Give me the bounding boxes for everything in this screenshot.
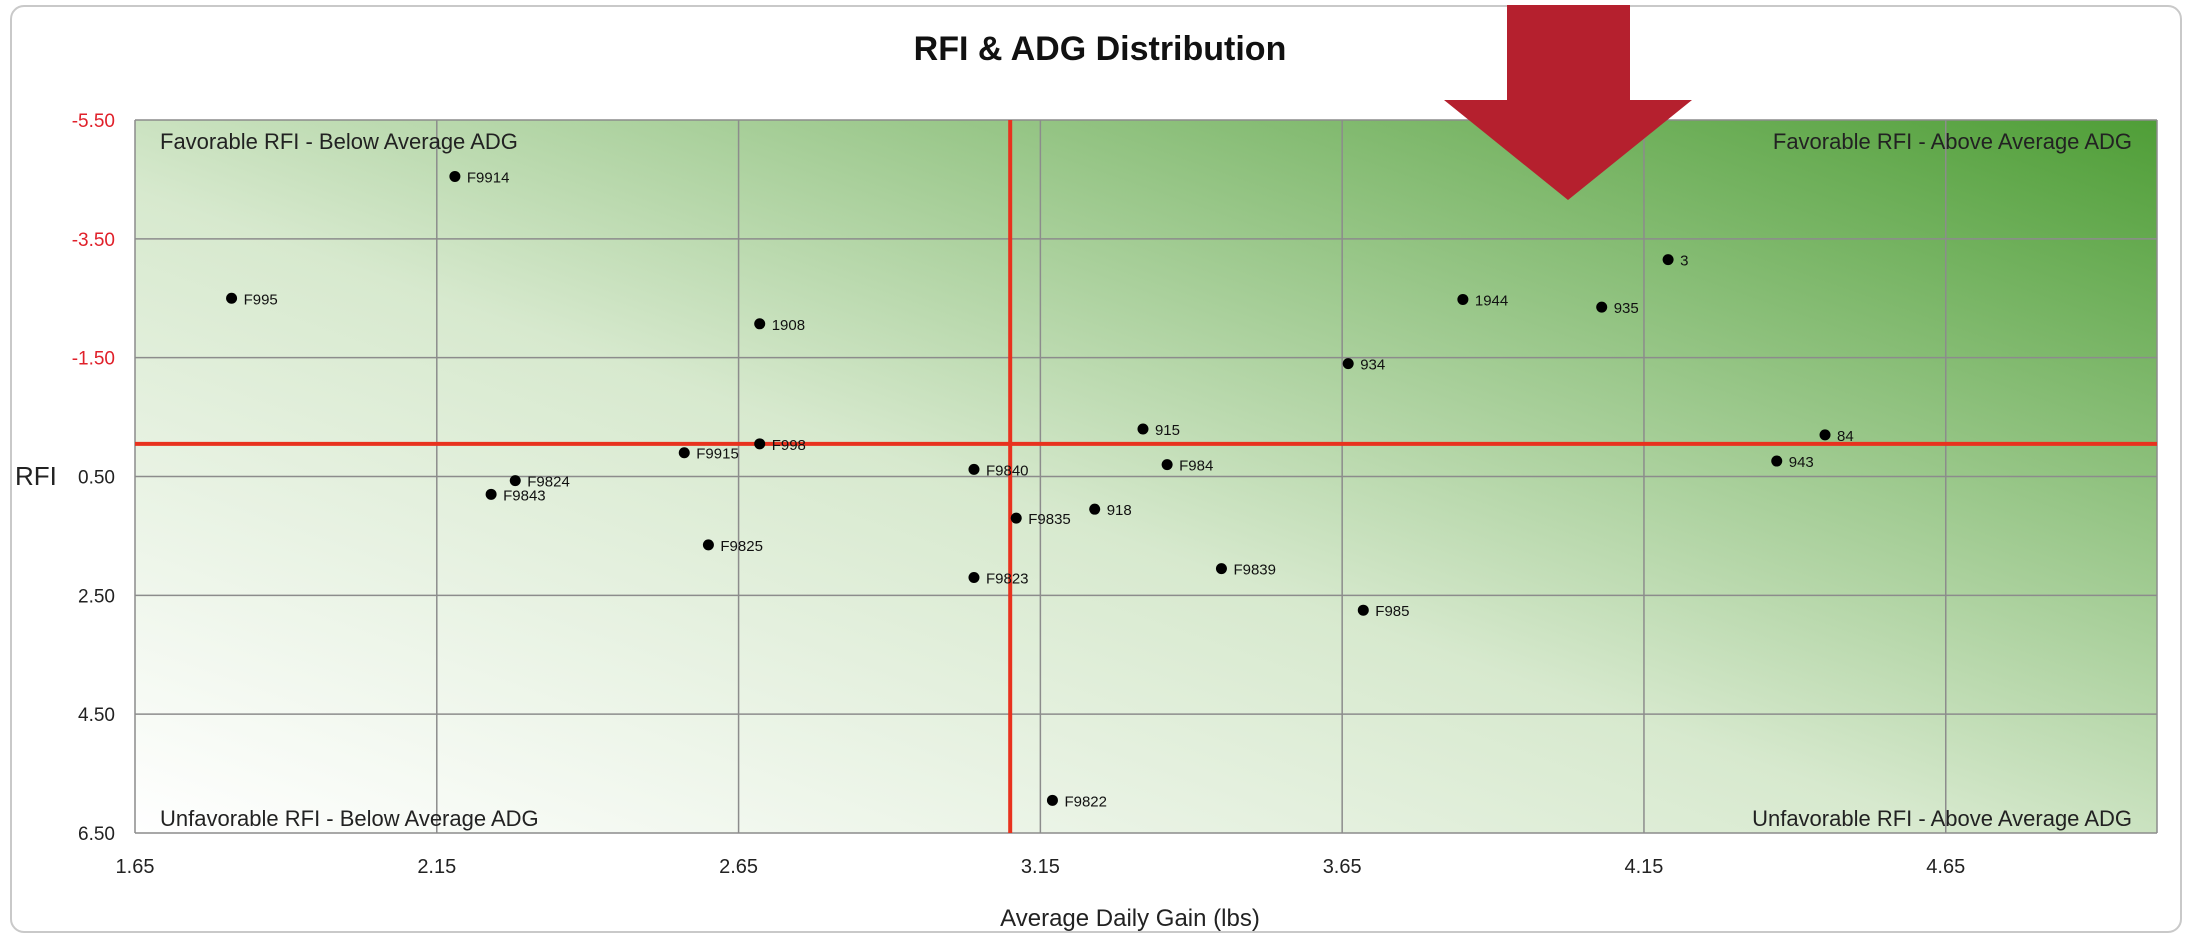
data-point [1357,604,1369,616]
data-point [1046,794,1058,806]
data-point [1819,429,1831,441]
data-point [509,475,521,487]
y-tick-label: -1.50 [72,349,115,370]
quadrant-label-bottom-left: Unfavorable RFI - Below Average ADG [160,806,539,831]
data-point [1662,254,1674,266]
x-tick-label: 2.65 [719,856,758,878]
y-tick-label: -5.50 [72,111,115,132]
chart-title: RFI & ADG Distribution [914,30,1287,68]
data-points: F9914 F995 1908 3 1944 935 934 915 84 943 F9915 F99… [226,169,1854,810]
data-point-label: F9824 [527,474,570,491]
data-point [226,292,238,304]
y-tick-label: 2.50 [78,586,115,607]
data-point [754,318,766,330]
tick-labels: 1.65 2.15 2.65 3.15 3.65 4.15 4.65 -5.50 -3.50 -1… [72,111,1966,878]
data-point [754,438,766,450]
data-point-label: F984 [1179,458,1213,475]
data-point [449,170,461,182]
data-point-label: 915 [1155,422,1180,439]
data-point-label: 935 [1614,300,1639,317]
data-point-label: 3 [1680,253,1688,270]
data-point-label: F9843 [503,487,546,504]
data-point [702,539,714,551]
data-point [1342,358,1354,370]
data-point [1161,459,1173,471]
data-point-label: F995 [244,291,278,308]
data-point-label: 1908 [772,317,805,334]
x-tick-label: 3.65 [1323,856,1362,878]
x-tick-label: 4.15 [1624,856,1663,878]
data-point [1137,423,1149,435]
quadrant-label-top-right: Favorable RFI - Above Average ADG [1773,129,2132,154]
data-point [678,447,690,459]
data-point [968,572,980,584]
data-point [968,463,980,475]
data-point-label: 1944 [1475,292,1508,309]
x-tick-label: 1.65 [116,856,155,878]
y-tick-label: -3.50 [72,230,115,251]
data-point [1215,563,1227,575]
y-tick-label: 0.50 [78,468,115,489]
x-tick-label: 2.15 [417,856,456,878]
data-point [1010,512,1022,524]
y-tick-label: 6.50 [78,824,115,845]
data-point-label: 934 [1360,357,1385,374]
x-tick-label: 4.65 [1926,856,1965,878]
data-point-label: F998 [772,437,806,454]
y-tick-label: 4.50 [78,705,115,726]
down-arrow-icon [1444,5,1692,200]
data-point-label: F9822 [1064,793,1107,810]
data-point-label: F9839 [1233,562,1276,579]
data-point-label: F9915 [696,446,739,463]
data-point [485,488,497,500]
data-point-label: 943 [1789,454,1814,471]
quadrant-label-bottom-right: Unfavorable RFI - Above Average ADG [1752,806,2132,831]
data-point-label: F9840 [986,462,1029,479]
y-axis-label: RFI [15,461,57,491]
data-point-label: F9914 [467,169,510,186]
data-point-label: 84 [1837,428,1854,445]
x-tick-label: 3.15 [1021,856,1060,878]
data-point-label: F9823 [986,571,1029,588]
x-axis-label: Average Daily Gain (lbs) [1000,905,1260,932]
data-point-label: F985 [1375,603,1409,620]
gridlines [134,119,2158,834]
data-point [1457,293,1469,305]
data-point-label: 918 [1107,502,1132,519]
data-point [1089,503,1101,515]
data-point-label: F9825 [720,538,763,555]
data-point [1771,455,1783,467]
data-point-label: F9835 [1028,511,1071,528]
quadrant-label-top-left: Favorable RFI - Below Average ADG [160,129,518,154]
data-point [1596,301,1608,313]
reference-lines [135,120,2157,833]
